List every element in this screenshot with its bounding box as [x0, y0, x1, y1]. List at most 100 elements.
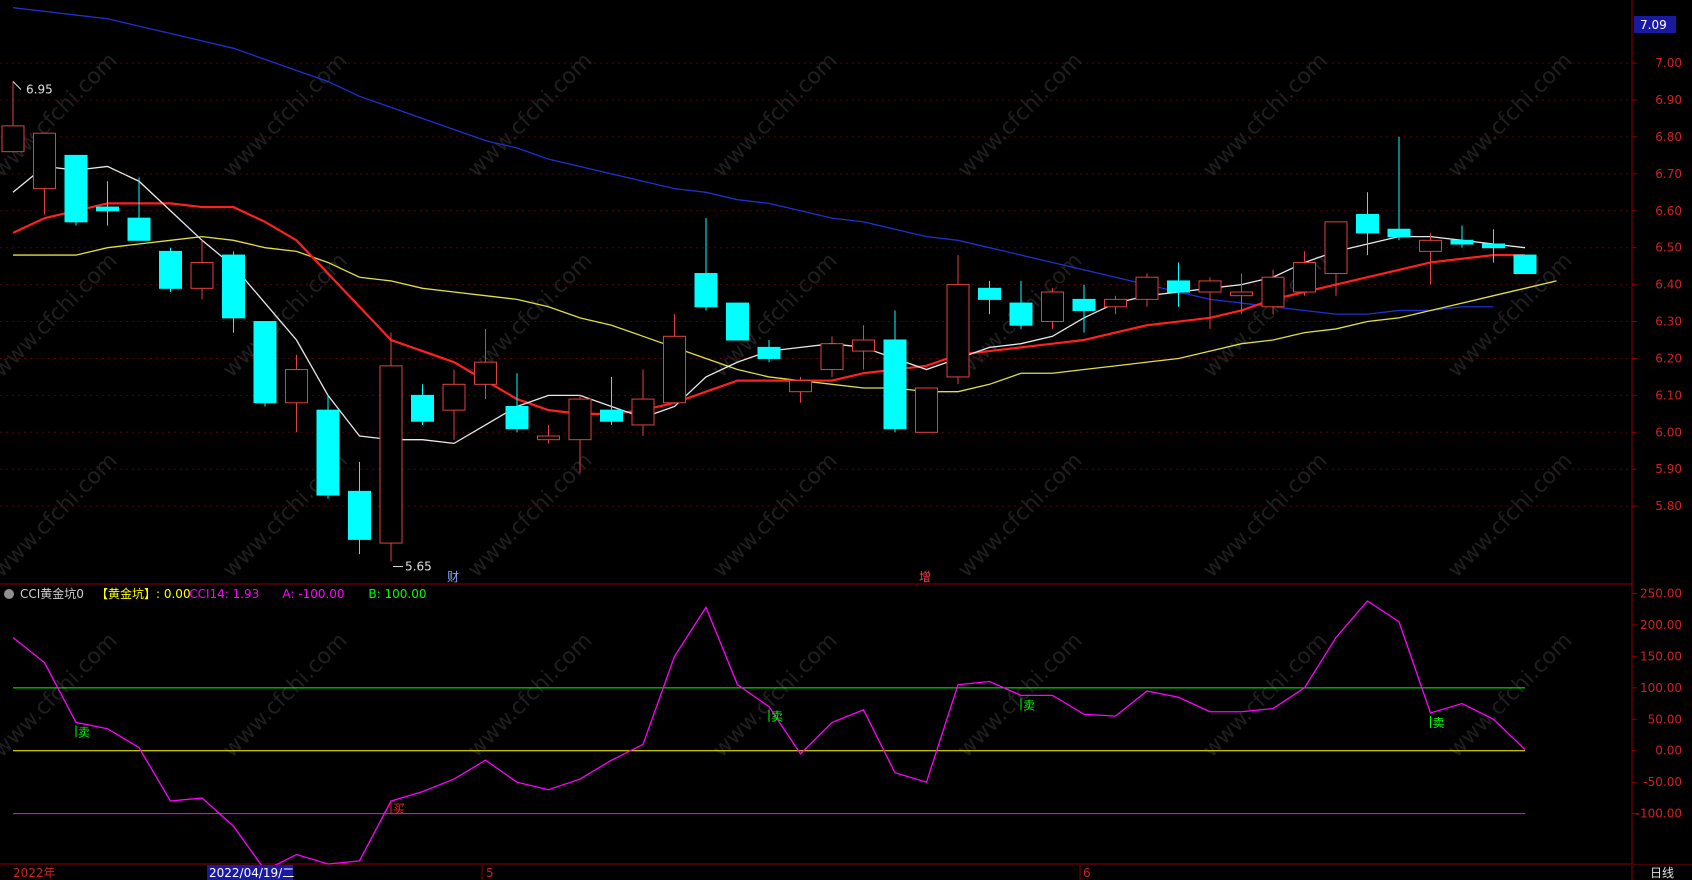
candle[interactable]	[631, 369, 655, 436]
cci-signal: 卖	[1432, 716, 1444, 730]
candle[interactable]	[946, 255, 970, 385]
candle-body	[1513, 254, 1537, 275]
candle-body	[1198, 280, 1222, 293]
event-marker-finance: 财	[447, 570, 459, 584]
candle[interactable]	[1261, 269, 1285, 315]
cci-axis-bg	[1633, 585, 1692, 864]
candle-body	[33, 132, 56, 190]
cci-signal: 卖	[78, 725, 90, 739]
candle[interactable]	[757, 340, 781, 363]
candle[interactable]	[1167, 262, 1190, 307]
candle[interactable]	[1419, 232, 1442, 285]
cci-tick-label: -100.00	[1636, 807, 1682, 821]
candles[interactable]	[1, 81, 1537, 562]
candle-body	[852, 339, 875, 352]
candle[interactable]	[1135, 273, 1159, 307]
candle-body	[316, 409, 340, 496]
candle[interactable]	[1198, 277, 1222, 329]
candle[interactable]	[379, 332, 403, 562]
year-label: 2022年	[13, 866, 56, 880]
candle[interactable]	[600, 376, 623, 425]
candle[interactable]	[442, 369, 466, 440]
ma20-path	[13, 235, 1557, 393]
price-tag: 7.09	[1640, 18, 1667, 32]
candle[interactable]	[663, 314, 686, 404]
candle-body	[1167, 280, 1190, 293]
cci-signal: 卖	[1023, 698, 1035, 712]
candle-body	[505, 405, 529, 430]
cci-tick-label: 150.00	[1640, 649, 1682, 663]
candle[interactable]	[348, 461, 371, 555]
candle[interactable]	[222, 251, 245, 333]
candle-body	[1450, 239, 1474, 245]
candle-body	[1104, 298, 1127, 308]
candle-body	[1324, 221, 1348, 275]
price-tick-label: 6.20	[1655, 351, 1682, 365]
bottom-bar[interactable]: 2022年 2022/04/19/二 5 6 日线	[0, 865, 1692, 880]
candle[interactable]	[852, 325, 875, 370]
candle[interactable]	[64, 154, 88, 226]
candle[interactable]	[33, 132, 56, 215]
candle[interactable]	[537, 424, 560, 444]
candle-body	[1009, 302, 1033, 326]
candle-body	[442, 383, 466, 411]
high-label: 6.95	[26, 83, 53, 97]
candle-body	[663, 335, 686, 404]
price-tick-label: 6.40	[1655, 278, 1682, 292]
candle-body	[978, 287, 1001, 300]
candle[interactable]	[789, 376, 812, 403]
candle[interactable]	[96, 181, 119, 226]
candle[interactable]	[883, 310, 907, 433]
candle[interactable]	[820, 336, 844, 377]
candle-body	[285, 369, 308, 404]
candle[interactable]	[285, 354, 308, 433]
indicator-name: CCI黄金坑0	[20, 586, 84, 601]
candle[interactable]	[1072, 284, 1096, 333]
candle-body	[1293, 261, 1316, 293]
candle[interactable]	[915, 387, 938, 433]
candle[interactable]	[1450, 225, 1474, 248]
candle-body	[190, 261, 214, 289]
candle-body	[1356, 213, 1379, 234]
candle[interactable]	[127, 177, 151, 241]
collapse-icon[interactable]	[4, 589, 14, 599]
candle-body	[411, 394, 434, 422]
candle-body	[946, 284, 970, 378]
candle-body	[1072, 298, 1096, 311]
candle[interactable]	[1041, 288, 1064, 329]
indicator-value: B: 100.00	[368, 587, 426, 601]
candle-body	[537, 435, 560, 441]
period-label[interactable]: 日线	[1650, 866, 1674, 880]
candle[interactable]	[190, 240, 214, 300]
candle[interactable]	[253, 321, 277, 407]
candle[interactable]	[1104, 295, 1127, 315]
candle[interactable]	[694, 218, 718, 311]
cci-panel[interactable]: 250.00 200.00 150.00 100.00 50.00 0.00 -50.00 -…	[12, 585, 1692, 872]
candle[interactable]	[316, 395, 340, 499]
candle[interactable]	[1009, 280, 1033, 329]
candle[interactable]	[1, 81, 25, 153]
low-label: 5.65	[405, 560, 432, 574]
candle[interactable]	[1324, 221, 1348, 296]
candle[interactable]	[1356, 192, 1379, 256]
candle[interactable]	[411, 384, 434, 425]
price-tick-label: 6.70	[1655, 167, 1682, 181]
candle[interactable]	[1513, 254, 1537, 275]
candle-body	[1041, 291, 1064, 323]
candle[interactable]	[505, 373, 529, 433]
candle[interactable]	[1482, 229, 1505, 263]
candle[interactable]	[978, 280, 1001, 315]
candle[interactable]	[726, 302, 749, 341]
cci-signal: 买	[393, 802, 405, 816]
high-arrow	[12, 81, 22, 90]
candle[interactable]	[474, 328, 497, 400]
candle[interactable]	[1230, 273, 1253, 315]
candle[interactable]	[568, 395, 592, 473]
candle-body	[789, 380, 812, 393]
candle[interactable]	[159, 247, 182, 292]
candle[interactable]	[1387, 136, 1411, 241]
candle[interactable]	[1293, 251, 1316, 296]
candle-body	[379, 365, 403, 544]
cci-signal: 卖	[771, 710, 783, 724]
